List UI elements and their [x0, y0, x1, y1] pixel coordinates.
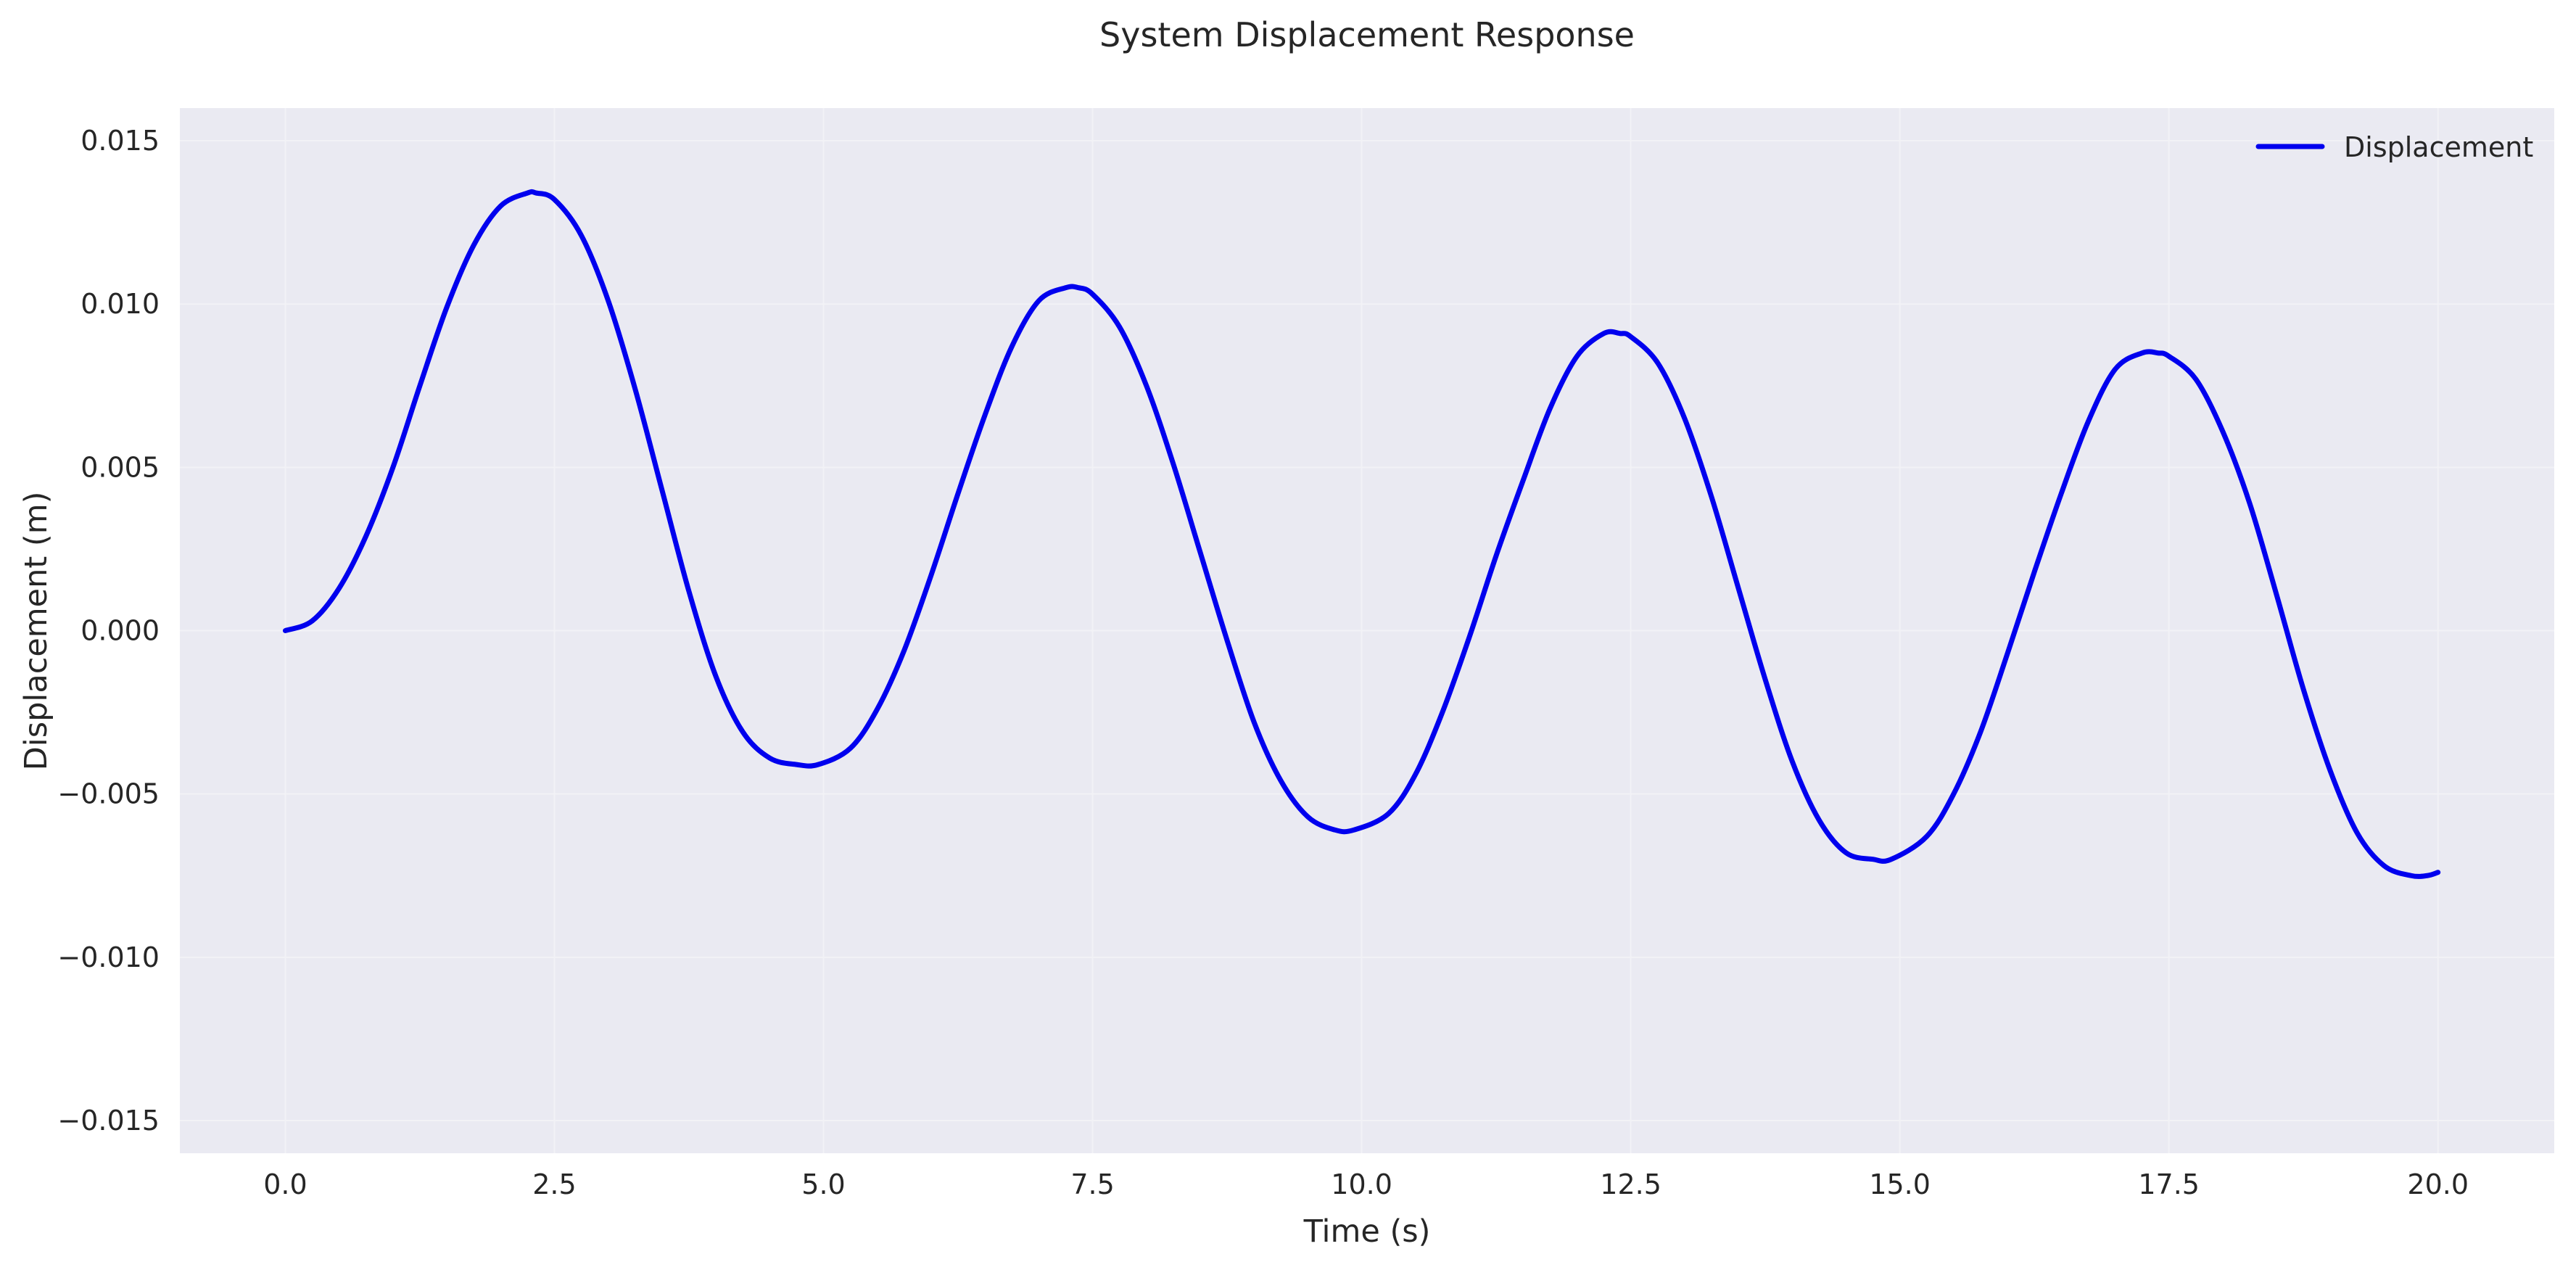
chart-title: System Displacement Response [1099, 15, 1635, 54]
y-axis-label: Displacement (m) [18, 492, 54, 771]
series-line-displacement [282, 189, 2441, 879]
y-tick-label: −0.005 [57, 778, 160, 810]
x-tick-label: 10.0 [1331, 1168, 1392, 1200]
x-tick-label: 5.0 [801, 1168, 845, 1200]
grid-lines [180, 108, 2554, 1153]
x-tick-labels: 0.0 2.5 5.0 7.5 10.0 12.5 15.0 17.5 20.0 [263, 1168, 2469, 1200]
y-tick-label: 0.010 [80, 288, 160, 320]
x-tick-label: 0.0 [263, 1168, 307, 1200]
legend: Displacement [2255, 131, 2533, 163]
y-tick-labels: 0.015 0.010 0.005 0.000 −0.005 −0.010 −0.015 [57, 125, 160, 1137]
x-tick-label: 2.5 [532, 1168, 576, 1200]
legend-label-displacement: Displacement [2344, 131, 2533, 163]
x-tick-label: 17.5 [2138, 1168, 2200, 1200]
x-tick-label: 12.5 [1600, 1168, 1661, 1200]
y-tick-label: 0.005 [80, 451, 160, 483]
series-layer [282, 189, 2441, 879]
x-tick-label: 7.5 [1070, 1168, 1114, 1200]
x-tick-label: 15.0 [1869, 1168, 1931, 1200]
x-axis-label: Time (s) [1303, 1213, 1431, 1250]
y-tick-label: −0.010 [57, 941, 160, 973]
x-tick-label: 20.0 [2407, 1168, 2469, 1200]
y-tick-label: −0.015 [57, 1105, 160, 1137]
y-tick-label: 0.015 [80, 125, 160, 157]
y-tick-label: 0.000 [80, 615, 160, 647]
